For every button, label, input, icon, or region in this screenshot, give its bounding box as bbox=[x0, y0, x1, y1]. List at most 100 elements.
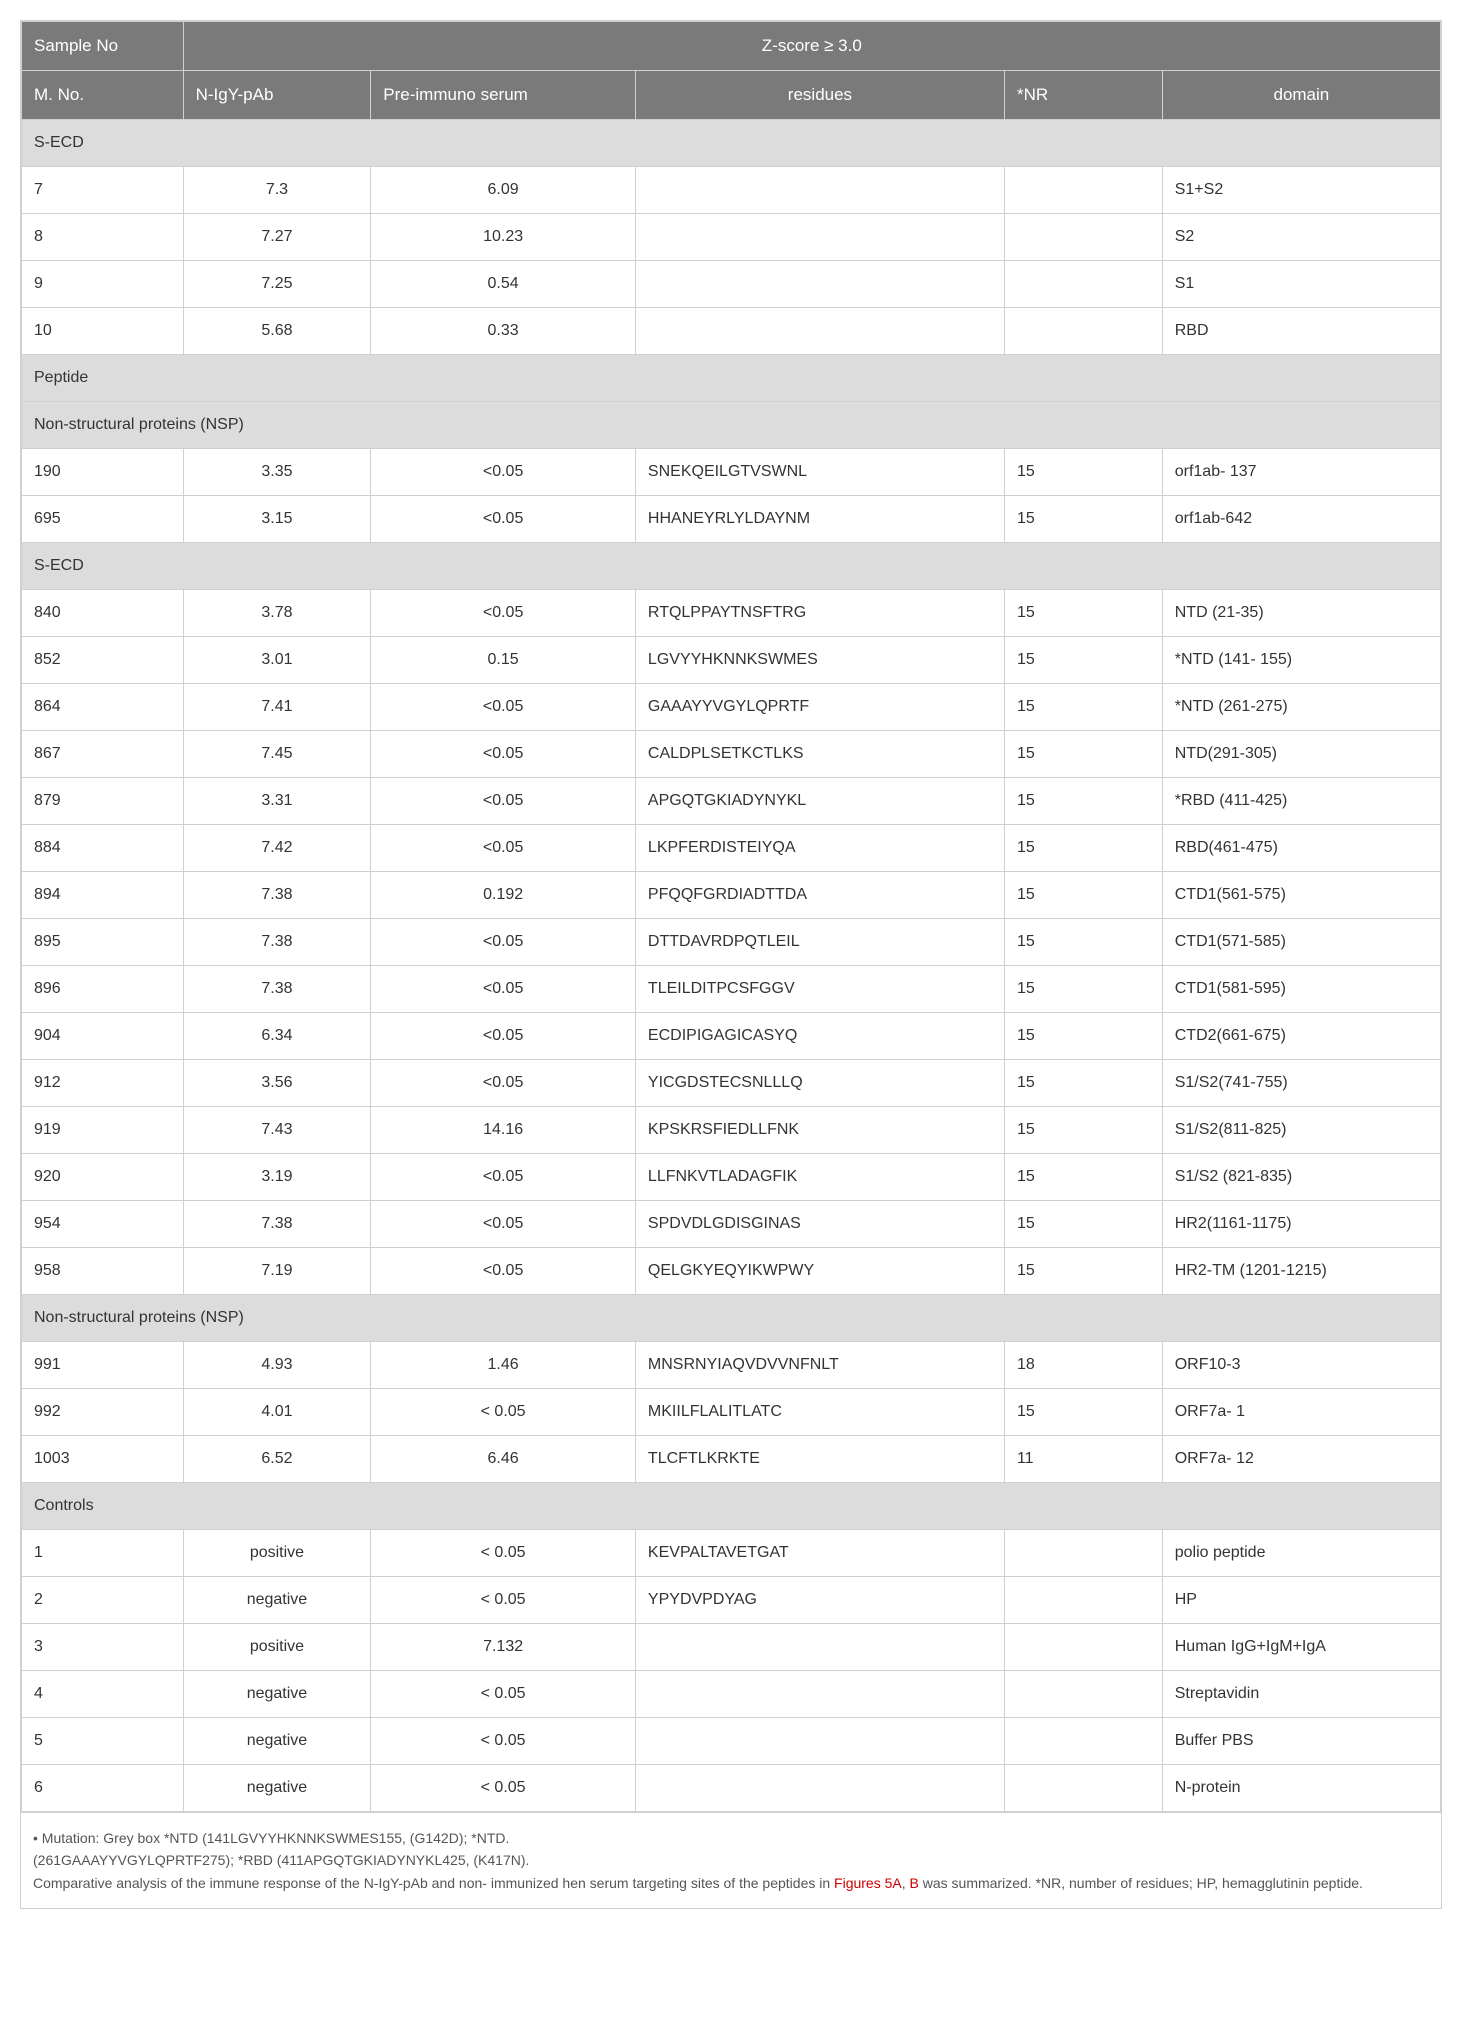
table-row: 10036.526.46TLCFTLKRKTE11ORF7a- 12 bbox=[22, 1436, 1441, 1483]
cell-igy: 3.19 bbox=[183, 1154, 371, 1201]
cell-mno: 852 bbox=[22, 637, 184, 684]
cell-igy: 3.31 bbox=[183, 778, 371, 825]
cell-mno: 10 bbox=[22, 308, 184, 355]
cell-igy: 5.68 bbox=[183, 308, 371, 355]
cell-pre: 6.09 bbox=[371, 167, 636, 214]
section-label: S-ECD bbox=[22, 120, 1441, 167]
cell-residues: YPYDVPDYAG bbox=[635, 1577, 1004, 1624]
cell-domain: Streptavidin bbox=[1162, 1671, 1440, 1718]
cell-residues: RTQLPPAYTNSFTRG bbox=[635, 590, 1004, 637]
cell-mno: 954 bbox=[22, 1201, 184, 1248]
cell-residues: TLEILDITPCSFGGV bbox=[635, 966, 1004, 1013]
section-row: Peptide bbox=[22, 355, 1441, 402]
cell-nr: 15 bbox=[1004, 919, 1162, 966]
section-label: Controls bbox=[22, 1483, 1441, 1530]
cell-residues bbox=[635, 167, 1004, 214]
cell-igy: 3.15 bbox=[183, 496, 371, 543]
cell-domain: RBD bbox=[1162, 308, 1440, 355]
cell-domain: Buffer PBS bbox=[1162, 1718, 1440, 1765]
cell-pre: 0.33 bbox=[371, 308, 636, 355]
cell-pre: <0.05 bbox=[371, 825, 636, 872]
table-row: 9203.19<0.05LLFNKVTLADAGFIK15S1/S2 (821-… bbox=[22, 1154, 1441, 1201]
cell-domain: orf1ab- 137 bbox=[1162, 449, 1440, 496]
cell-nr: 15 bbox=[1004, 872, 1162, 919]
cell-pre: 0.15 bbox=[371, 637, 636, 684]
cell-nr: 15 bbox=[1004, 966, 1162, 1013]
cell-mno: 7 bbox=[22, 167, 184, 214]
cell-nr: 15 bbox=[1004, 1201, 1162, 1248]
cell-mno: 992 bbox=[22, 1389, 184, 1436]
cell-igy: 3.01 bbox=[183, 637, 371, 684]
cell-nr bbox=[1004, 1530, 1162, 1577]
cell-igy: 7.27 bbox=[183, 214, 371, 261]
section-label: S-ECD bbox=[22, 543, 1441, 590]
cell-igy: 7.45 bbox=[183, 731, 371, 778]
cell-domain: S1/S2(741-755) bbox=[1162, 1060, 1440, 1107]
cell-nr: 15 bbox=[1004, 1060, 1162, 1107]
cell-residues: TLCFTLKRKTE bbox=[635, 1436, 1004, 1483]
cell-igy: negative bbox=[183, 1671, 371, 1718]
header-nr: *NR bbox=[1004, 71, 1162, 120]
cell-pre: <0.05 bbox=[371, 449, 636, 496]
cell-residues: GAAAYYVGYLQPRTF bbox=[635, 684, 1004, 731]
cell-residues: LGVYYHKNNKSWMES bbox=[635, 637, 1004, 684]
cell-domain: ORF7a- 1 bbox=[1162, 1389, 1440, 1436]
cell-igy: 4.01 bbox=[183, 1389, 371, 1436]
section-row: Non-structural proteins (NSP) bbox=[22, 1295, 1441, 1342]
cell-pre: <0.05 bbox=[371, 1248, 636, 1295]
cell-nr bbox=[1004, 1765, 1162, 1812]
cell-pre: <0.05 bbox=[371, 590, 636, 637]
cell-domain: N-protein bbox=[1162, 1765, 1440, 1812]
cell-domain: S2 bbox=[1162, 214, 1440, 261]
cell-nr: 15 bbox=[1004, 825, 1162, 872]
cell-pre: 14.16 bbox=[371, 1107, 636, 1154]
cell-pre: 6.46 bbox=[371, 1436, 636, 1483]
table-row: 3positive7.132Human IgG+IgM+IgA bbox=[22, 1624, 1441, 1671]
cell-nr: 18 bbox=[1004, 1342, 1162, 1389]
cell-nr: 15 bbox=[1004, 449, 1162, 496]
cell-igy: 7.42 bbox=[183, 825, 371, 872]
cell-domain: ORF10-3 bbox=[1162, 1342, 1440, 1389]
cell-igy: negative bbox=[183, 1765, 371, 1812]
footnote-line1: • Mutation: Grey box *NTD (141LGVYYHKNNK… bbox=[33, 1830, 509, 1846]
cell-nr: 15 bbox=[1004, 1013, 1162, 1060]
table-row: 2negative< 0.05YPYDVPDYAGHP bbox=[22, 1577, 1441, 1624]
cell-mno: 6 bbox=[22, 1765, 184, 1812]
cell-residues: CALDPLSETKCTLKS bbox=[635, 731, 1004, 778]
cell-residues: LLFNKVTLADAGFIK bbox=[635, 1154, 1004, 1201]
cell-mno: 884 bbox=[22, 825, 184, 872]
cell-mno: 2 bbox=[22, 1577, 184, 1624]
table-row: 5negative< 0.05Buffer PBS bbox=[22, 1718, 1441, 1765]
cell-mno: 4 bbox=[22, 1671, 184, 1718]
cell-domain: S1/S2(811-825) bbox=[1162, 1107, 1440, 1154]
data-table-container: Sample No Z-score ≥ 3.0 M. No. N-IgY-pAb… bbox=[20, 20, 1442, 1909]
cell-residues: DTTDAVRDPQTLEIL bbox=[635, 919, 1004, 966]
table-row: 77.36.09S1+S2 bbox=[22, 167, 1441, 214]
cell-mno: 1 bbox=[22, 1530, 184, 1577]
cell-mno: 695 bbox=[22, 496, 184, 543]
cell-residues bbox=[635, 1624, 1004, 1671]
cell-nr bbox=[1004, 308, 1162, 355]
cell-nr: 15 bbox=[1004, 1154, 1162, 1201]
cell-pre: < 0.05 bbox=[371, 1718, 636, 1765]
cell-nr bbox=[1004, 1577, 1162, 1624]
cell-residues: MKIILFLALITLATC bbox=[635, 1389, 1004, 1436]
cell-residues: SPDVDLGDISGINAS bbox=[635, 1201, 1004, 1248]
header-row-1: Sample No Z-score ≥ 3.0 bbox=[22, 22, 1441, 71]
cell-residues bbox=[635, 261, 1004, 308]
table-row: 8403.78<0.05RTQLPPAYTNSFTRG15NTD (21-35) bbox=[22, 590, 1441, 637]
table-row: 8847.42<0.05LKPFERDISTEIYQA15RBD(461-475… bbox=[22, 825, 1441, 872]
header-sample-no: Sample No bbox=[22, 22, 184, 71]
cell-igy: 7.38 bbox=[183, 966, 371, 1013]
cell-igy: 7.19 bbox=[183, 1248, 371, 1295]
cell-mno: 904 bbox=[22, 1013, 184, 1060]
cell-igy: 3.35 bbox=[183, 449, 371, 496]
cell-residues: PFQQFGRDIADTTDA bbox=[635, 872, 1004, 919]
header-igy: N-IgY-pAb bbox=[183, 71, 371, 120]
cell-igy: 7.25 bbox=[183, 261, 371, 308]
cell-igy: positive bbox=[183, 1624, 371, 1671]
cell-igy: negative bbox=[183, 1577, 371, 1624]
table-row: 9587.19<0.05QELGKYEQYIKWPWY15HR2-TM (120… bbox=[22, 1248, 1441, 1295]
cell-nr: 15 bbox=[1004, 731, 1162, 778]
cell-igy: 3.56 bbox=[183, 1060, 371, 1107]
